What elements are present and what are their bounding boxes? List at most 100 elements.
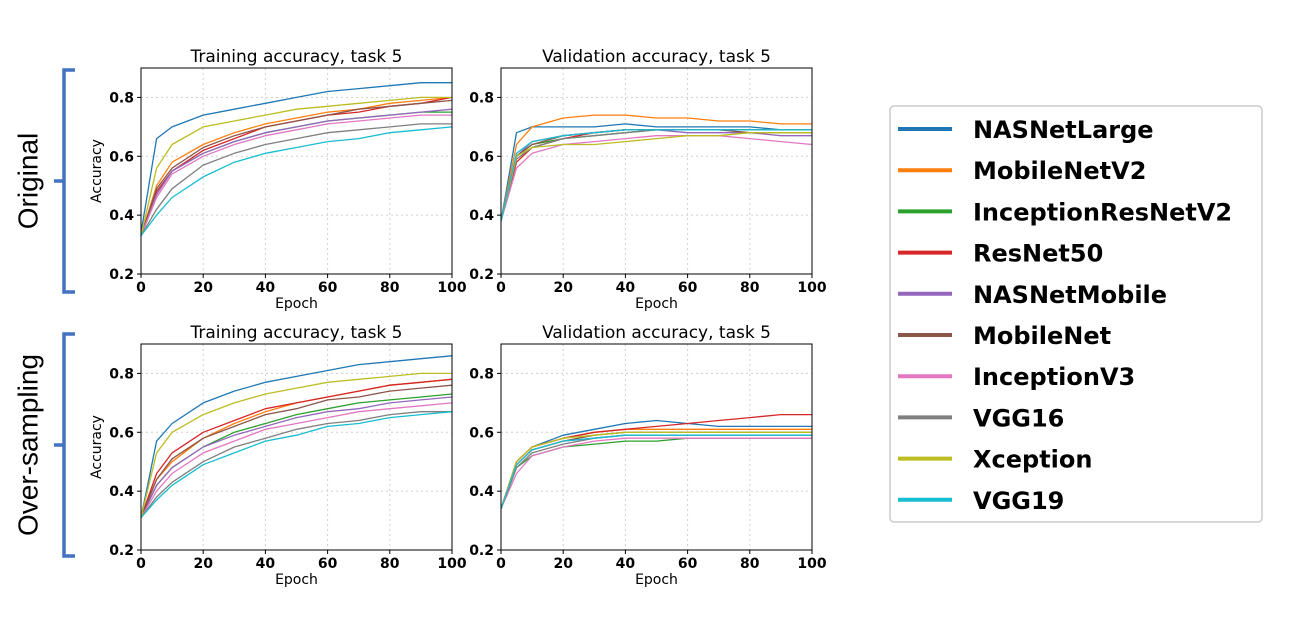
- legend-label: VGG19: [973, 487, 1064, 515]
- x-tick-label: 40: [256, 280, 276, 296]
- series-line-nasnetlarge: [141, 355, 452, 518]
- legend-label: MobileNetV2: [973, 157, 1146, 185]
- x-tick-label: 100: [797, 556, 826, 572]
- x-tick-label: 100: [797, 280, 826, 296]
- series-lines: [141, 82, 452, 237]
- x-tick-label: 100: [437, 556, 466, 572]
- series-line-mobilenetv2: [501, 114, 812, 222]
- x-tick-label: 60: [678, 280, 698, 296]
- legend-item-xception: Xception: [898, 446, 1092, 474]
- legend-label: ResNet50: [973, 240, 1103, 268]
- series-line-nasnetmobile: [141, 396, 452, 518]
- x-axis-label: Epoch: [635, 296, 678, 312]
- series-lines: [141, 355, 452, 519]
- legend-label: MobileNet: [973, 322, 1111, 350]
- legend-item-nasnetlarge: NASNetLarge: [898, 116, 1154, 144]
- y-tick-label: 0.2: [469, 267, 494, 283]
- chart-panel-1: 0 20 40 60 80 100 0.2 0.4 0.6 0.8 Training accurac…: [89, 47, 467, 312]
- x-tick-label: 80: [380, 556, 400, 572]
- y-tick-label: 0.2: [109, 543, 134, 559]
- x-axis-label: Epoch: [275, 296, 318, 312]
- legend-label: NASNetMobile: [973, 281, 1167, 309]
- series-line-nasnetlarge: [141, 82, 452, 233]
- plot-area: [501, 68, 812, 274]
- y-tick-label: 0.2: [469, 543, 494, 559]
- legend-item-nasnetmobile: NASNetMobile: [898, 281, 1167, 309]
- row-label-original: Original: [12, 133, 43, 229]
- axes-frame: [500, 67, 813, 275]
- x-axis-label: Epoch: [275, 572, 318, 588]
- x-tick-label: 20: [193, 280, 213, 296]
- y-axis-label: Accuracy: [89, 415, 105, 479]
- series-line-vgg19: [501, 129, 812, 222]
- y-tick-label: 0.4: [109, 208, 134, 224]
- x-tick-label: 80: [740, 556, 760, 572]
- legend-frame: [889, 105, 1263, 523]
- series-line-vgg16: [141, 411, 452, 518]
- x-tick-label: 0: [496, 556, 506, 572]
- legend-label: NASNetLarge: [973, 116, 1154, 144]
- x-tick-label: 100: [437, 280, 466, 296]
- row-brackets: Original Over-sampling: [12, 68, 75, 558]
- series-lines: [501, 413, 812, 510]
- y-tick-label: 0.4: [469, 484, 494, 500]
- x-tick-label: 40: [256, 556, 276, 572]
- y-tick-label: 0.8: [109, 90, 134, 106]
- x-axis-label: Epoch: [635, 572, 678, 588]
- chart-panel-4: 0 20 40 60 80 100 0.2 0.4 0.6 0.8 Validation accur…: [469, 323, 827, 588]
- legend-item-vgg16: VGG16: [898, 404, 1064, 432]
- legend-label: InceptionResNetV2: [973, 198, 1232, 226]
- x-tick-label: 40: [616, 556, 636, 572]
- series-line-xception: [141, 96, 452, 236]
- x-tick-label: 60: [318, 556, 338, 572]
- y-tick-label: 0.6: [109, 425, 134, 441]
- chart-panel-3: 0 20 40 60 80 100 0.2 0.4 0.6 0.8 Training accurac…: [89, 323, 467, 588]
- bracket-original: [54, 68, 75, 294]
- series-line-vgg19: [501, 434, 812, 510]
- series-line-inceptionv3: [141, 114, 452, 236]
- x-tick-label: 20: [193, 556, 213, 572]
- y-tick-label: 0.4: [469, 208, 494, 224]
- y-tick-label: 0.6: [469, 425, 494, 441]
- legend-item-resnet50: ResNet50: [898, 240, 1103, 268]
- x-tick-label: 80: [380, 280, 400, 296]
- axes-frame: [140, 343, 453, 551]
- x-tick-label: 60: [318, 280, 338, 296]
- series-line-nasnetlarge: [501, 123, 812, 222]
- legend-item-vgg19: VGG19: [898, 487, 1064, 515]
- series-line-resnet50: [141, 378, 452, 518]
- series-line-vgg16: [141, 123, 452, 237]
- x-tick-label: 40: [616, 280, 636, 296]
- series-line-mobilenet: [141, 384, 452, 518]
- y-axis-label: Accuracy: [89, 139, 105, 203]
- x-tick-label: 20: [553, 556, 573, 572]
- x-tick-label: 0: [496, 280, 506, 296]
- legend-item-mobilenet: MobileNet: [898, 322, 1111, 350]
- series-line-xception: [501, 431, 812, 510]
- series-line-xception: [501, 132, 812, 222]
- legend-label: Xception: [973, 446, 1092, 474]
- series-line-inceptionv3: [501, 437, 812, 510]
- y-tick-label: 0.8: [469, 90, 494, 106]
- y-tick-label: 0.6: [469, 149, 494, 165]
- x-tick-label: 80: [740, 280, 760, 296]
- y-tick-label: 0.8: [469, 366, 494, 382]
- chart-title: Validation accuracy, task 5: [542, 323, 771, 343]
- series-line-mobilenetv2: [141, 96, 452, 236]
- chart-title: Training accuracy, task 5: [190, 47, 403, 67]
- legend-item-mobilenetv2: MobileNetV2: [898, 157, 1146, 185]
- series-line-vgg19: [141, 411, 452, 519]
- axes-frame: [140, 67, 453, 275]
- x-tick-label: 0: [136, 280, 146, 296]
- bracket-over-sampling: [54, 332, 75, 558]
- series-line-inceptionv3: [141, 402, 452, 518]
- row-label-over-sampling: Over-sampling: [12, 354, 43, 536]
- chart-title: Validation accuracy, task 5: [542, 47, 771, 67]
- legend-label: VGG16: [973, 404, 1064, 432]
- y-tick-label: 0.8: [109, 366, 134, 382]
- y-tick-label: 0.6: [109, 149, 134, 165]
- series-line-mobilenet: [141, 99, 452, 236]
- series-line-nasnetmobile: [141, 108, 452, 236]
